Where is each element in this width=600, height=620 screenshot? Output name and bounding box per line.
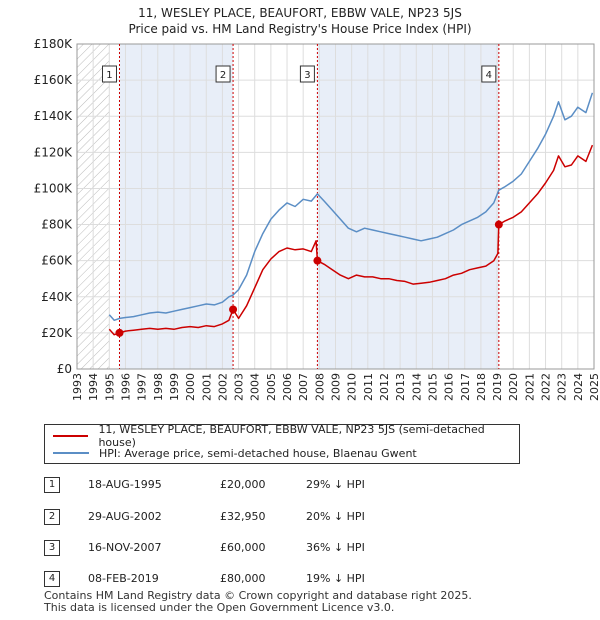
x-tick-label: 2015 <box>426 373 439 401</box>
sale-price: £60,000 <box>220 541 266 554</box>
footer: Contains HM Land Registry data © Crown c… <box>44 590 472 614</box>
sale-label-box <box>299 65 315 83</box>
x-tick-label: 2003 <box>233 373 246 401</box>
y-tick-label: £140K <box>34 109 74 123</box>
sale-hpi-diff: 20% ↓ HPI <box>306 510 365 523</box>
x-tick-label: 2021 <box>523 373 536 401</box>
sale-label-box <box>481 65 497 83</box>
x-tick-label: 2016 <box>443 373 456 401</box>
x-tick-label: 1993 <box>71 373 84 401</box>
x-tick-label: 2019 <box>491 373 504 401</box>
sale-number-badge: 4 <box>44 571 60 587</box>
legend-item-hpi: HPI: Average price, semi-detached house,… <box>53 445 417 461</box>
sale-price: £80,000 <box>220 572 266 585</box>
y-tick-label: £100K <box>34 181 74 195</box>
x-tick-label: 2022 <box>540 373 553 401</box>
legend-label-hpi: HPI: Average price, semi-detached house,… <box>99 446 417 460</box>
y-tick-label: £180K <box>34 37 74 51</box>
sale-hpi-diff: 19% ↓ HPI <box>306 572 365 585</box>
price-chart: £0 £20K £40K £60K £80K £100K £120K £140K £160K £1… <box>34 37 600 401</box>
sale-date: 16-NOV-2007 <box>88 541 162 554</box>
sale-label-box <box>101 65 117 83</box>
sale-price: £32,950 <box>220 510 266 523</box>
sale-number-badge: 3 <box>44 540 60 556</box>
x-tick-label: 2007 <box>297 373 310 401</box>
x-tick-label: 1995 <box>103 373 116 401</box>
legend-line-property <box>53 435 89 437</box>
sale-number-badge: 1 <box>44 477 60 493</box>
plot-frame <box>76 43 595 370</box>
y-tick-label: £120K <box>34 145 74 159</box>
x-tick-label: 2011 <box>362 373 375 401</box>
sale-point <box>313 256 322 265</box>
series-line <box>108 92 594 322</box>
chart-subtitle: Price paid vs. HM Land Registry's House … <box>128 22 472 36</box>
sale-label-number: 4 <box>486 70 492 81</box>
x-tick-label: 2006 <box>281 373 294 401</box>
x-tick-label: 2025 <box>588 373 600 401</box>
x-tick-label: 1998 <box>152 373 165 401</box>
sale-price: £20,000 <box>220 478 266 491</box>
sale-row: 3 16-NOV-2007 £60,000 36% ↓ HPI <box>40 538 400 558</box>
sale-date: 29-AUG-2002 <box>88 510 162 523</box>
x-tick-label: 2018 <box>475 373 488 401</box>
x-tick-label: 2013 <box>394 373 407 401</box>
x-tick-label: 2024 <box>572 373 585 401</box>
sale-row: 2 29-AUG-2002 £32,950 20% ↓ HPI <box>40 507 400 527</box>
sale-point <box>229 305 238 314</box>
x-tick-label: 1997 <box>136 373 149 401</box>
y-tick-label: £40K <box>41 290 73 304</box>
footer-licence: This data is licensed under the Open Gov… <box>44 601 395 614</box>
sale-label-number: 2 <box>220 70 226 81</box>
y-tick-label: £160K <box>34 73 74 87</box>
sale-row: 1 18-AUG-1995 £20,000 29% ↓ HPI <box>40 475 400 495</box>
x-tick-label: 2000 <box>184 373 197 401</box>
sale-label-number: 3 <box>304 70 310 81</box>
footer-copyright: Contains HM Land Registry data © Crown c… <box>44 589 472 602</box>
chart-title: 11, WESLEY PLACE, BEAUFORT, EBBW VALE, N… <box>138 6 462 20</box>
sale-label-box <box>215 65 231 83</box>
y-tick-label: £20K <box>41 326 73 340</box>
y-tick-label: £80K <box>41 218 73 232</box>
shaded-period <box>317 44 499 369</box>
x-tick-label: 2002 <box>216 373 229 401</box>
x-tick-label: 2010 <box>346 373 359 401</box>
legend-item-property: 11, WESLEY PLACE, BEAUFORT, EBBW VALE, N… <box>53 423 519 449</box>
sale-label-number: 1 <box>106 70 112 81</box>
legend: 11, WESLEY PLACE, BEAUFORT, EBBW VALE, N… <box>44 423 520 464</box>
sale-date: 08-FEB-2019 <box>88 572 159 585</box>
shaded-period <box>119 44 234 369</box>
sale-point <box>494 220 503 229</box>
x-tick-label: 1999 <box>168 373 181 401</box>
x-tick-label: 2012 <box>378 373 391 401</box>
x-tick-label: 2017 <box>459 373 472 401</box>
y-tick-label: £0 <box>57 362 72 376</box>
series-line <box>108 144 594 336</box>
legend-line-hpi <box>53 452 89 454</box>
legend-label-property: 11, WESLEY PLACE, BEAUFORT, EBBW VALE, N… <box>98 423 485 449</box>
x-tick-label: 2001 <box>200 373 213 401</box>
x-tick-label: 1996 <box>119 373 132 401</box>
sale-row: 4 08-FEB-2019 £80,000 19% ↓ HPI <box>40 569 400 589</box>
x-tick-label: 2008 <box>313 373 326 401</box>
y-tick-label: £60K <box>41 254 73 268</box>
sale-date: 18-AUG-1995 <box>88 478 162 491</box>
sale-number-badge: 2 <box>44 509 60 525</box>
sale-point <box>115 328 124 337</box>
x-tick-label: 2023 <box>556 373 569 401</box>
x-tick-label: 1994 <box>87 373 100 401</box>
x-tick-label: 2014 <box>410 373 423 401</box>
sale-hpi-diff: 29% ↓ HPI <box>306 478 365 491</box>
sale-hpi-diff: 36% ↓ HPI <box>306 541 365 554</box>
x-tick-label: 2004 <box>249 373 262 401</box>
x-tick-label: 2005 <box>265 373 278 401</box>
x-tick-label: 2009 <box>330 373 343 401</box>
x-tick-label: 2020 <box>507 373 520 401</box>
